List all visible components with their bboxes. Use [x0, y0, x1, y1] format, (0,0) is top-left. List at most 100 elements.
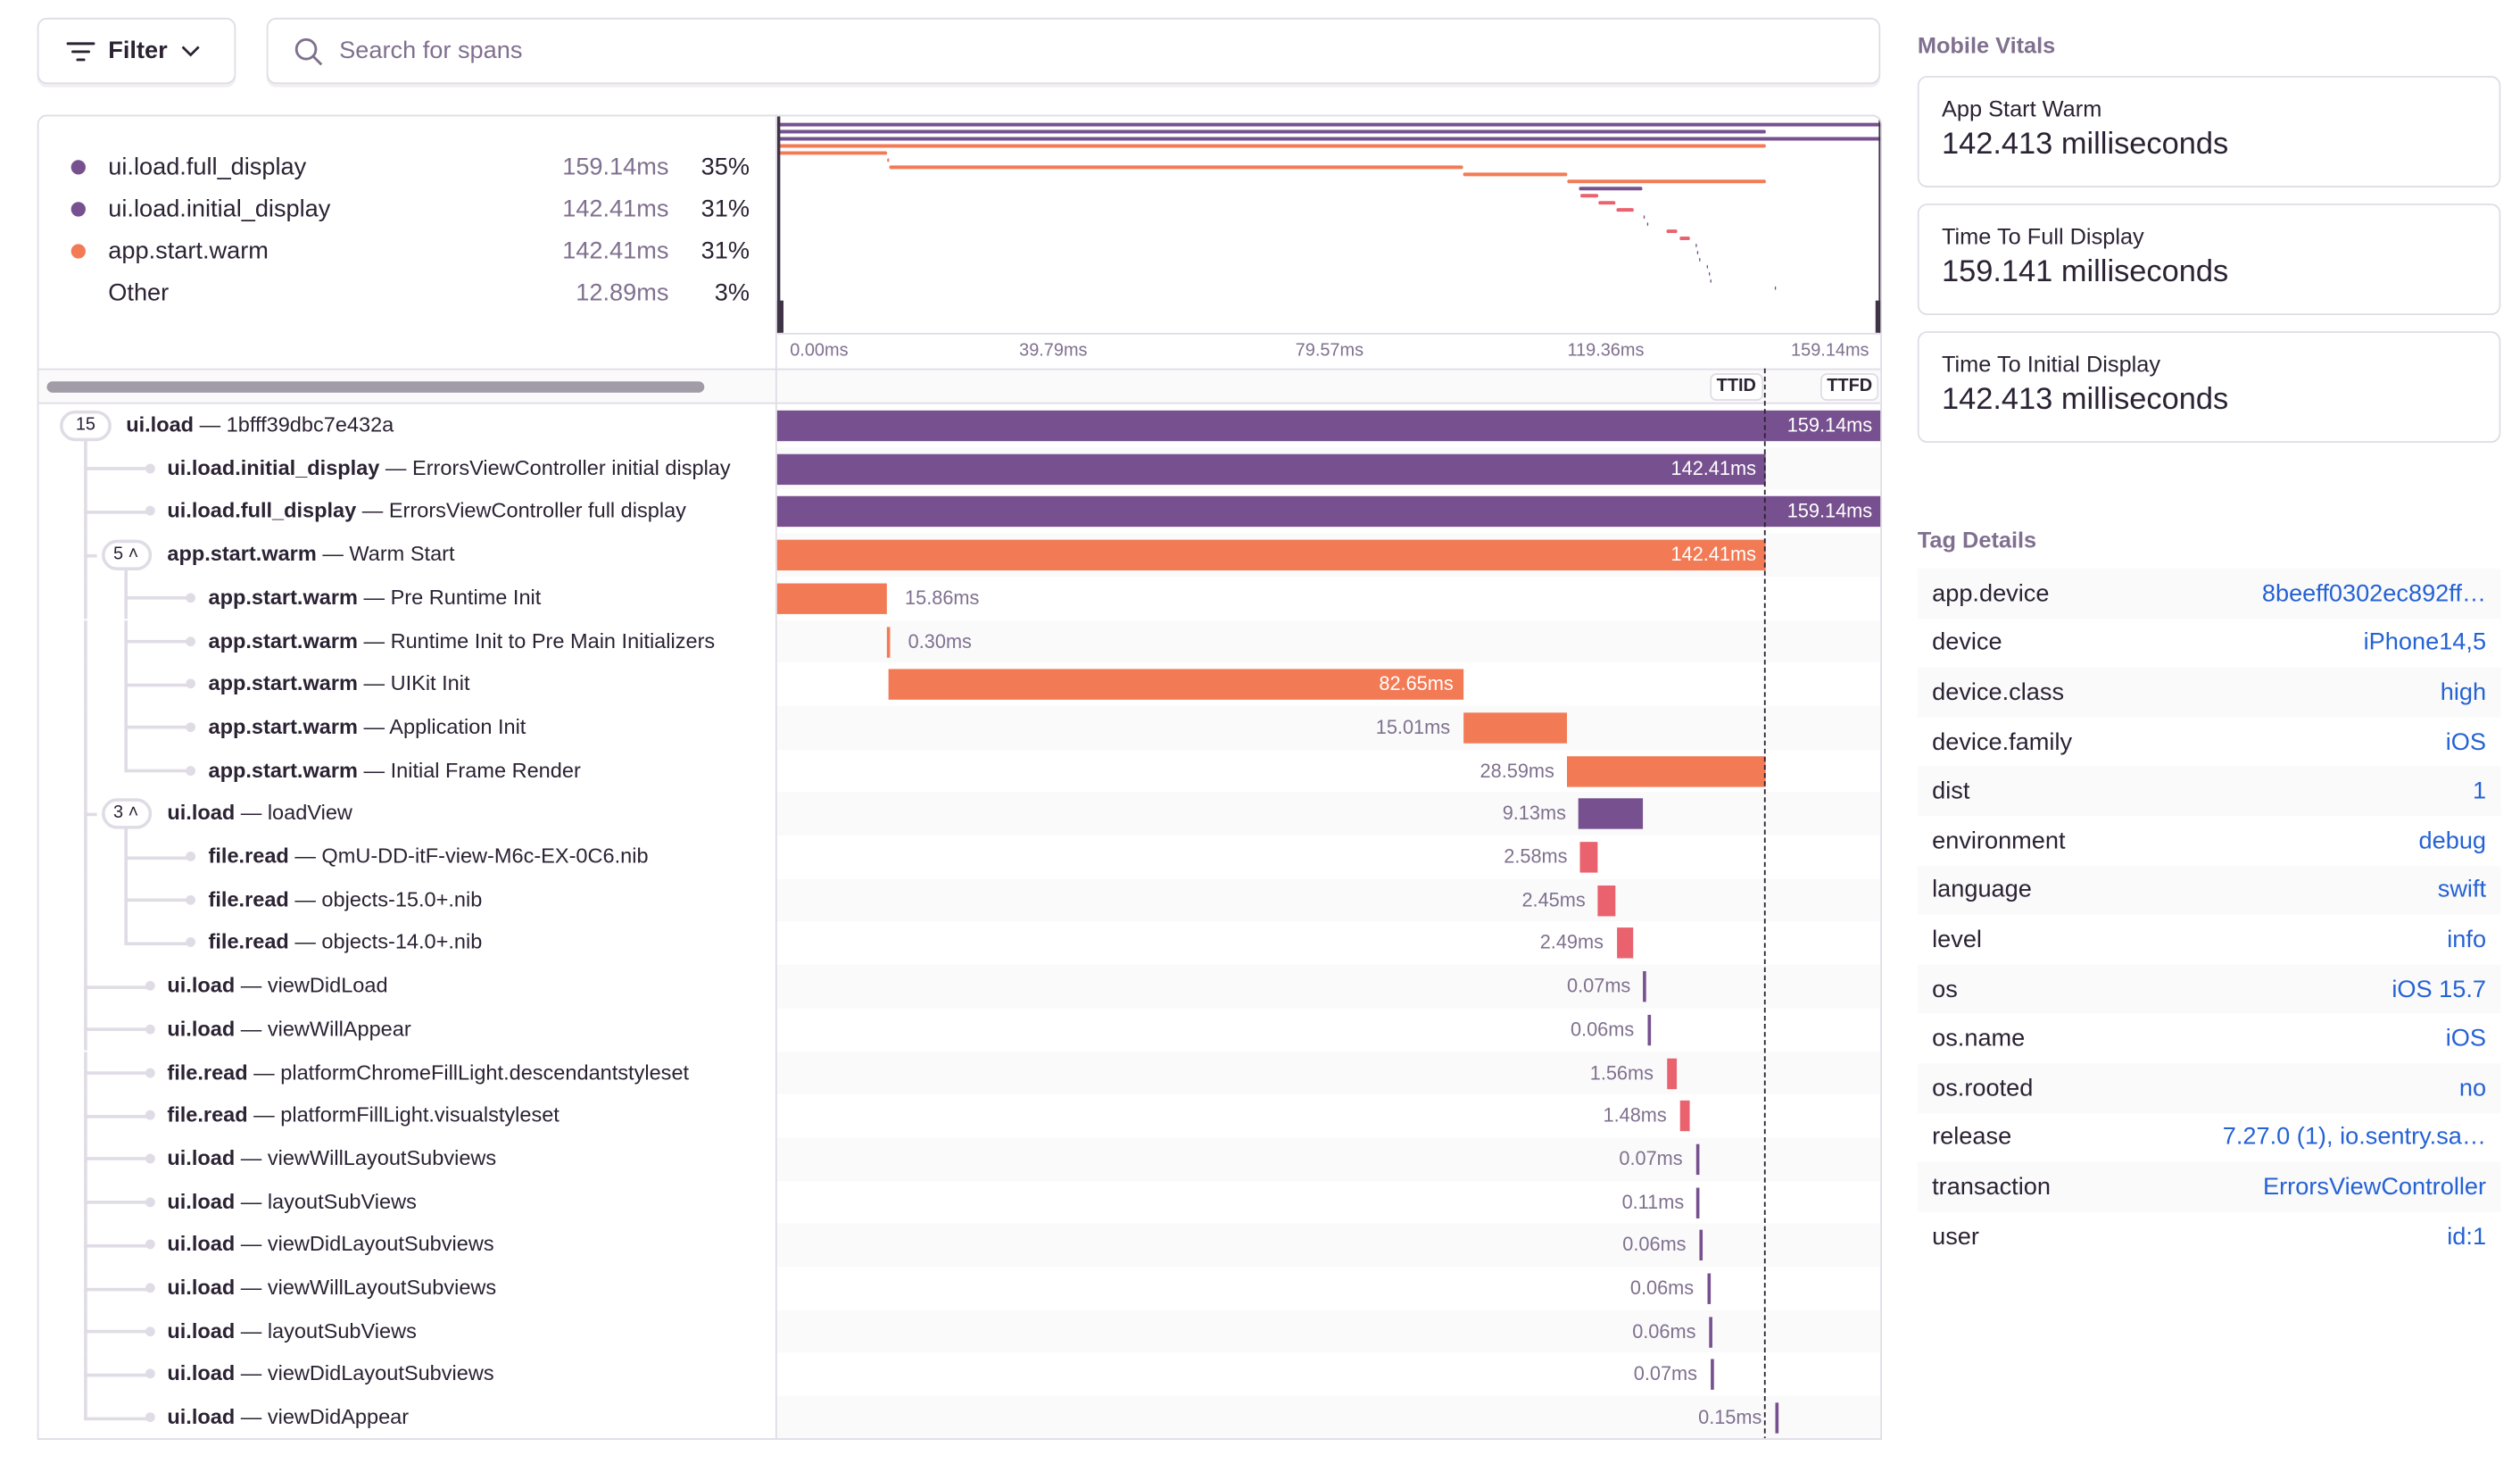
span-bar[interactable] — [776, 496, 1881, 528]
span-bar[interactable] — [1616, 927, 1634, 960]
tag-value-link[interactable]: id:1 — [2447, 1222, 2487, 1251]
span-row[interactable]: file.read — objects-14.0+.nib 2.49ms — [38, 921, 1880, 965]
span-bar[interactable] — [1679, 1101, 1690, 1132]
tag-value-link[interactable]: 8beeff0302ec892ff… — [2261, 579, 2487, 608]
span-bar[interactable] — [1708, 1316, 1712, 1348]
tree-connector — [84, 812, 97, 816]
span-bar[interactable] — [776, 453, 1766, 485]
tag-value-link[interactable]: iOS — [2445, 1025, 2487, 1052]
span-bar[interactable] — [1706, 1273, 1711, 1304]
span-name: ui.load — viewWillLayoutSubviews — [167, 1275, 496, 1299]
span-row[interactable]: 5 ˄ app.start.warm — Warm Start 142.41ms — [38, 533, 1881, 577]
span-op: ui.load — [167, 1360, 236, 1386]
span-row[interactable]: file.read — QmU-DD-itF-view-M6c-EX-0C6.n… — [38, 835, 1880, 879]
tag-value-link[interactable]: info — [2447, 926, 2487, 954]
span-bar[interactable] — [776, 583, 888, 614]
span-row[interactable]: file.read — platformChromeFillLight.desc… — [38, 1051, 1881, 1094]
span-row[interactable]: ui.load — viewDidLoad 0.07ms — [38, 964, 1881, 1009]
legend-op: ui.load.full_display — [108, 153, 307, 180]
span-row[interactable]: 3 ˄ ui.load — loadView 9.13ms — [38, 792, 1881, 836]
span-bar[interactable] — [1699, 1230, 1703, 1261]
span-bar[interactable] — [1696, 1186, 1701, 1218]
span-duration: 142.41ms — [1670, 456, 1756, 480]
minimap-left-handle[interactable] — [776, 116, 781, 333]
span-bar[interactable] — [1695, 1143, 1699, 1175]
tag-value-link[interactable]: 7.27.0 (1), io.sentry.sa… — [2222, 1123, 2487, 1152]
span-bar[interactable] — [1579, 798, 1643, 830]
span-bar[interactable] — [1774, 1402, 1778, 1434]
span-row[interactable]: app.start.warm — Application Init 15.01ms — [38, 705, 1881, 750]
span-row[interactable]: file.read — objects-15.0+.nib 2.45ms — [38, 878, 1881, 922]
collapse-toggle[interactable]: 15 — [59, 410, 112, 442]
span-row[interactable]: file.read — platformFillLight.visualstyl… — [38, 1093, 1880, 1138]
marker-ttfd[interactable]: TTFD — [1820, 373, 1879, 401]
span-row[interactable]: app.start.warm — Initial Frame Render 28.… — [38, 749, 1880, 793]
tag-value-link[interactable]: iPhone14,5 — [2363, 628, 2487, 657]
span-timeline: 28.59ms — [777, 749, 1880, 792]
span-row[interactable]: ui.load — viewDidAppear 0.15ms — [38, 1396, 1881, 1439]
tag-value-link[interactable]: swift — [2437, 876, 2487, 904]
span-row[interactable]: ui.load — layoutSubViews 0.06ms — [38, 1310, 1881, 1353]
minimap-span — [776, 122, 1881, 127]
time-axis: 0.00ms 39.79ms 79.57ms 119.36ms 159.14ms — [776, 332, 1881, 369]
minimap-right-grip[interactable] — [1875, 300, 1882, 333]
span-row[interactable]: app.start.warm — Runtime Init to Pre Mai… — [38, 619, 1881, 663]
span-bar[interactable] — [776, 539, 1766, 571]
span-bar[interactable] — [887, 626, 891, 657]
span-bar[interactable] — [1567, 755, 1766, 786]
minimap[interactable] — [772, 116, 1882, 333]
collapse-toggle[interactable]: 3 ˄ — [101, 798, 152, 830]
span-row[interactable]: ui.load — viewWillLayoutSubviews 0.07ms — [38, 1137, 1881, 1181]
span-bar[interactable] — [1598, 885, 1616, 916]
tag-value-link[interactable]: high — [2440, 678, 2487, 707]
tag-value-link[interactable]: ErrorsViewController — [2263, 1173, 2487, 1201]
minimap-span — [1706, 264, 1709, 269]
span-row[interactable]: app.start.warm — UIKit Init 82.65ms — [38, 662, 1880, 706]
tree-node-dot — [145, 1240, 154, 1250]
span-bar[interactable] — [776, 410, 1881, 442]
span-bar[interactable] — [1710, 1359, 1714, 1391]
span-duration: 0.06ms — [1629, 1276, 1695, 1300]
span-row[interactable]: ui.load — viewDidLayoutSubviews 0.06ms — [38, 1223, 1881, 1268]
span-row[interactable]: ui.load — viewWillLayoutSubviews 0.06ms — [38, 1267, 1880, 1310]
tag-value-link[interactable]: iOS 15.7 — [2392, 975, 2487, 1003]
legend-item: ui.load.initial_display 142.41ms 31% — [70, 187, 750, 229]
span-bar[interactable] — [1666, 1057, 1678, 1089]
span-row[interactable]: ui.load — viewWillAppear 0.06ms — [38, 1008, 1880, 1052]
tag-value-link[interactable]: debug — [2418, 827, 2487, 855]
span-row[interactable]: ui.load.full_display — ErrorsViewControl… — [38, 490, 1881, 534]
filter-button[interactable]: Filter — [37, 17, 236, 85]
minimap-span — [776, 137, 1881, 141]
legend-dot — [71, 286, 86, 300]
tag-value-link[interactable]: no — [2458, 1074, 2487, 1102]
column-divider[interactable] — [775, 116, 777, 1439]
tree-node-dot — [186, 593, 196, 603]
horizontal-scrollbar[interactable] — [46, 381, 705, 393]
tree-connector — [124, 898, 189, 902]
span-row[interactable]: ui.load — viewDidLayoutSubviews 0.07ms — [38, 1352, 1880, 1397]
marker-ttid[interactable]: TTID — [1710, 373, 1763, 401]
span-bar[interactable] — [1643, 971, 1647, 1002]
span-row[interactable]: 15 ui.load — 1bfff39dbc7e432a 159.14ms — [38, 404, 1881, 447]
legend-op: app.start.warm — [108, 237, 269, 264]
vital-value: 159.141 milliseconds — [1941, 255, 2229, 290]
axis-tick-label: 79.57ms — [1295, 340, 1364, 361]
span-bar[interactable] — [1579, 842, 1599, 873]
minimap-right-handle[interactable] — [1878, 116, 1882, 333]
span-bar[interactable] — [889, 669, 1463, 701]
tree-node-dot — [145, 1067, 154, 1077]
collapse-toggle[interactable]: 5 ˄ — [101, 539, 152, 571]
span-row[interactable]: app.start.warm — Pre Runtime Init 15.86ms — [38, 576, 1880, 620]
search-field[interactable] — [266, 17, 1881, 85]
tag-value-link[interactable]: iOS — [2445, 728, 2487, 756]
span-row[interactable]: ui.load.initial_display — ErrorsViewCont… — [38, 446, 1881, 491]
search-input[interactable] — [339, 37, 1794, 65]
span-bar[interactable] — [1646, 1014, 1651, 1045]
span-bar[interactable] — [1463, 712, 1568, 744]
span-description: viewDidLayoutSubviews — [267, 1360, 494, 1386]
minimap-left-grip[interactable] — [772, 300, 783, 333]
span-name: ui.load — viewDidLayoutSubviews — [167, 1232, 493, 1256]
tag-row: device.class high — [1917, 667, 2501, 718]
span-row[interactable]: ui.load — layoutSubViews 0.11ms — [38, 1180, 1880, 1224]
tag-value-link[interactable]: 1 — [2472, 777, 2487, 805]
